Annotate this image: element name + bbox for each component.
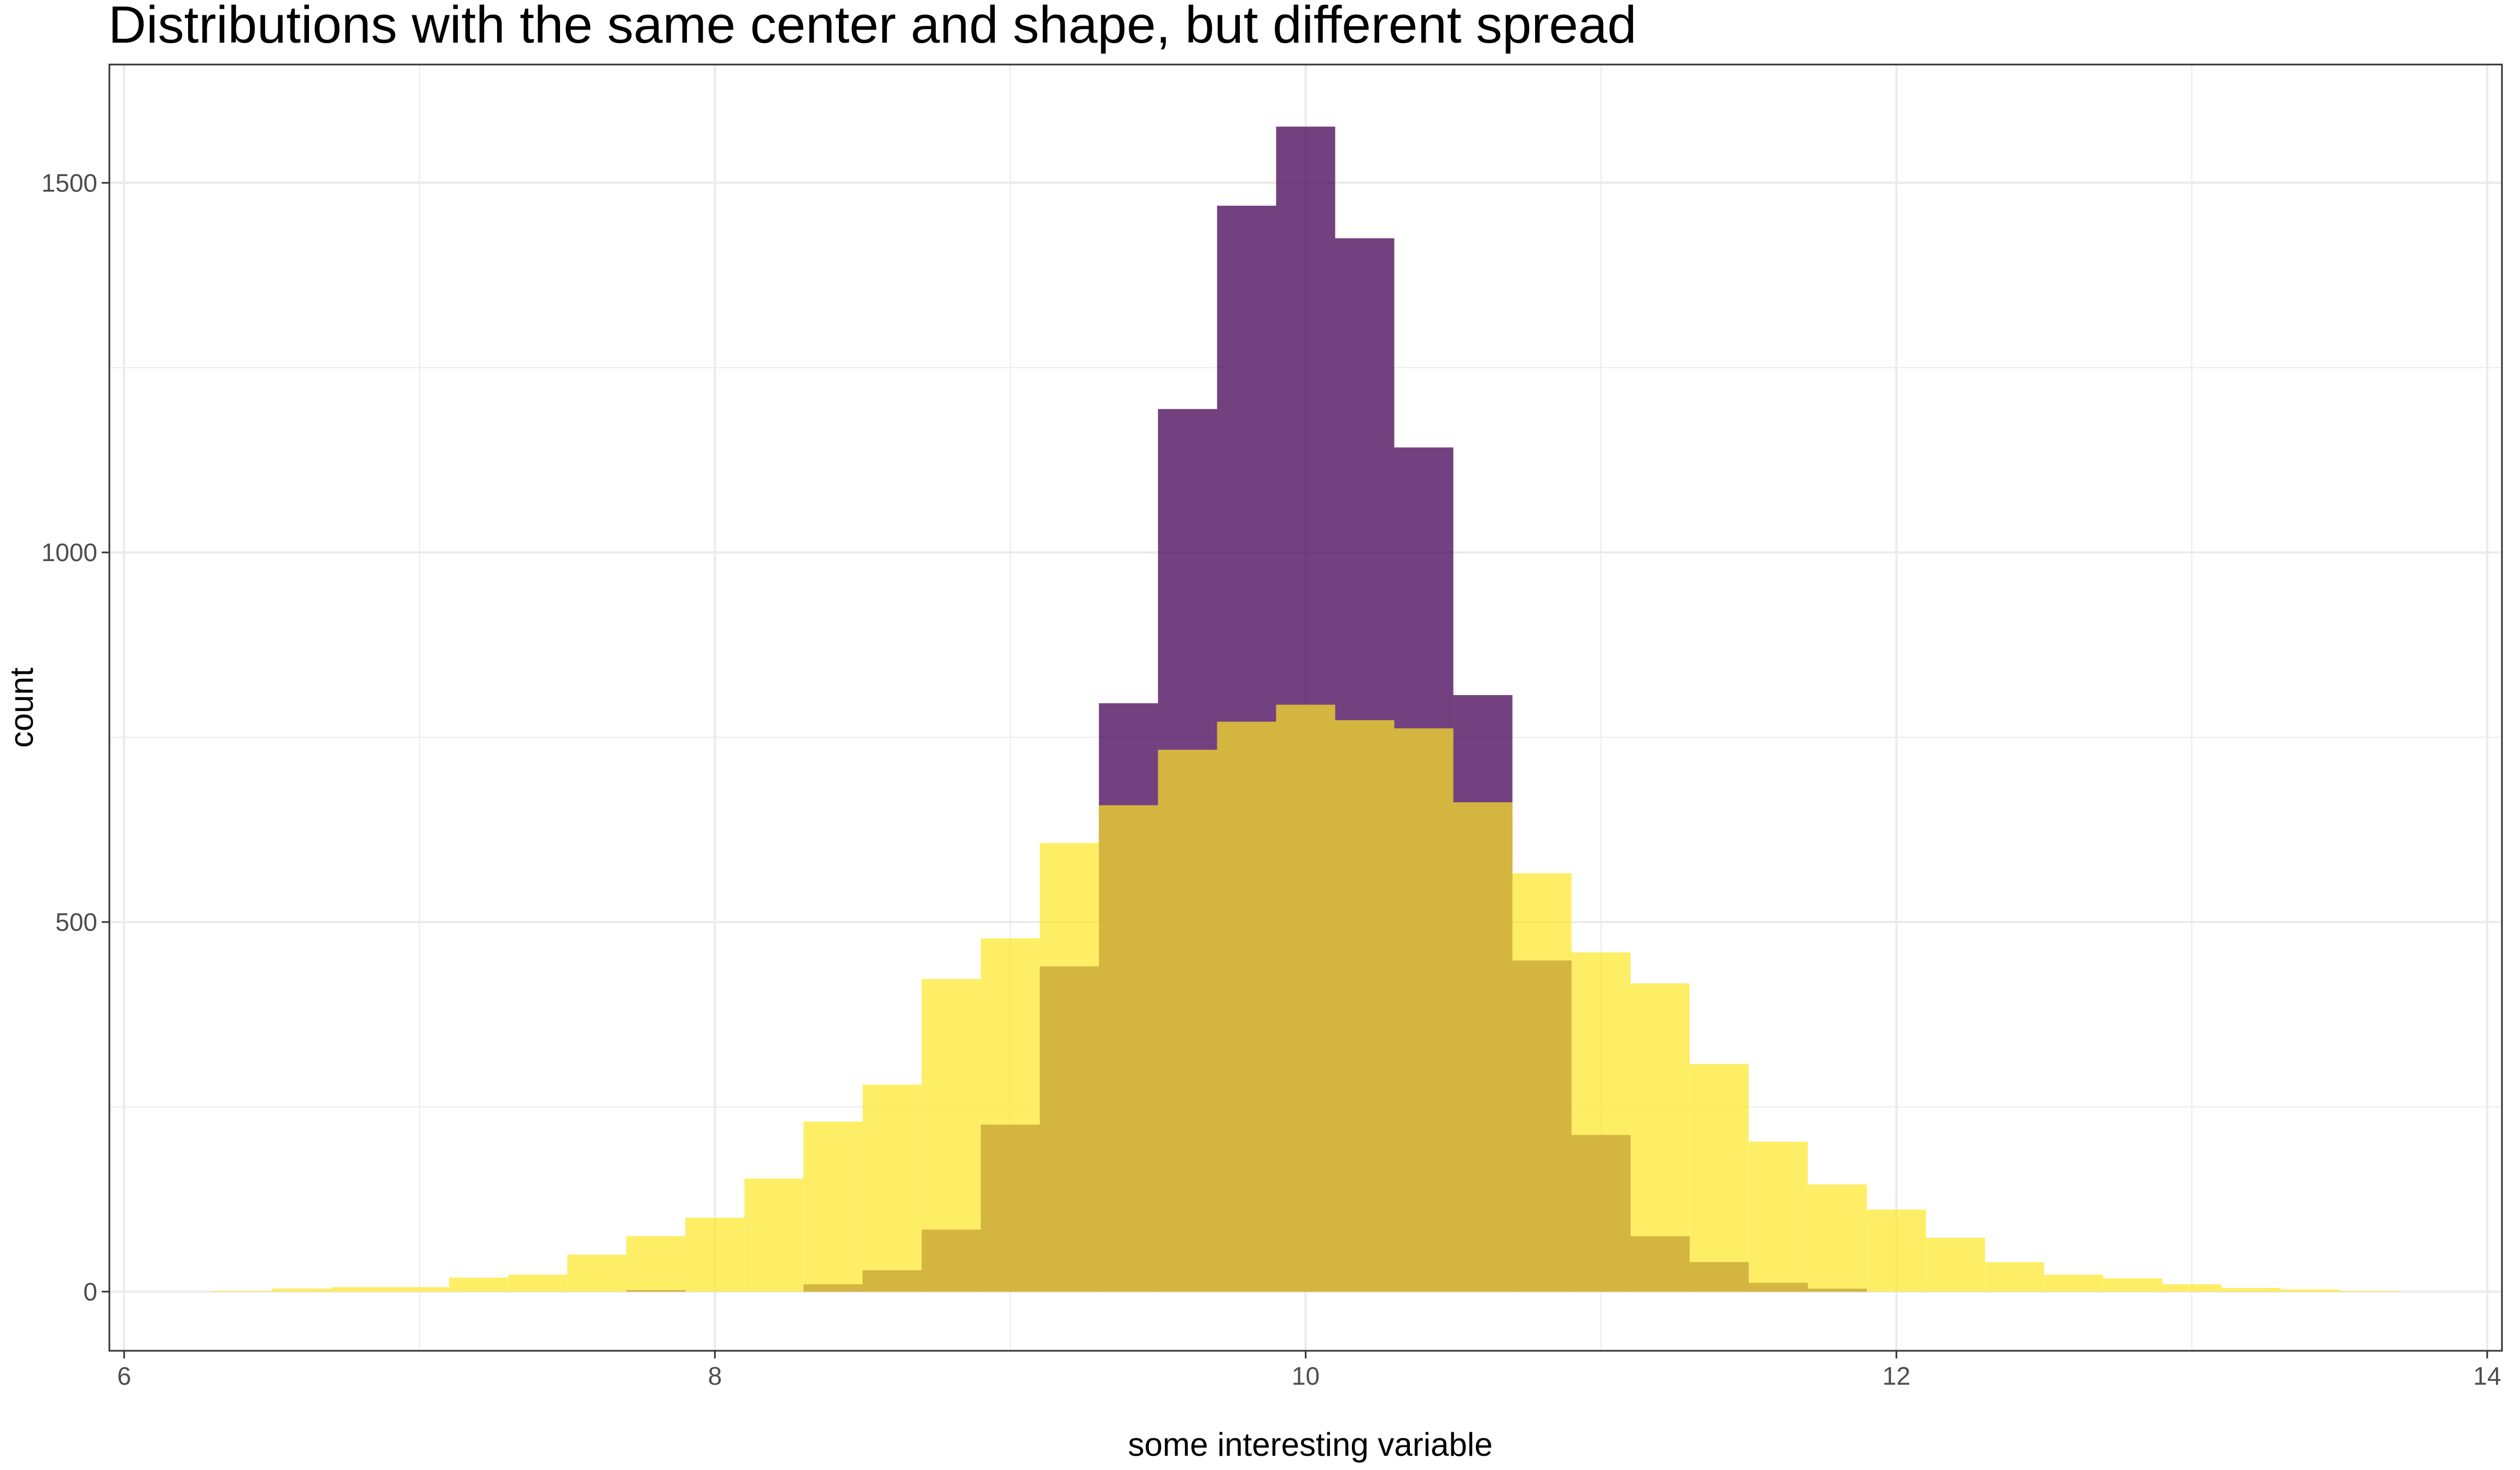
bar-wide [1040, 843, 1099, 1292]
bar-wide [272, 1288, 331, 1292]
x-axis-label: some interesting variable [1128, 1426, 1492, 1463]
bar-wide [1748, 1141, 1808, 1292]
bar-wide [390, 1287, 450, 1292]
bar-wide [981, 938, 1040, 1292]
y-axis: 0 500 1000 1500 [42, 168, 109, 1306]
bar-wide [2280, 1289, 2340, 1292]
x-tick-label: 6 [117, 1362, 131, 1390]
chart-title: Distributions with the same center and s… [108, 0, 1637, 54]
bar-wide [1453, 802, 1513, 1292]
bar-wide [1099, 805, 1158, 1292]
y-tick-label: 0 [83, 1278, 97, 1306]
bar-wide [1571, 952, 1631, 1292]
bar-wide [803, 1121, 863, 1292]
bar-wide [1866, 1209, 1926, 1292]
bar-wide [449, 1278, 509, 1292]
bar-wide [1807, 1184, 1867, 1292]
y-tick-label: 500 [55, 908, 97, 936]
x-tick-label: 12 [1882, 1362, 1910, 1390]
bar-wide [2221, 1288, 2280, 1292]
bar-wide [744, 1179, 804, 1292]
bar-wide [1512, 873, 1572, 1292]
bar-wide [1158, 750, 1217, 1292]
bar-wide [1985, 1262, 2044, 1292]
y-tick-label: 1000 [42, 538, 97, 567]
bar-wide [2339, 1291, 2399, 1292]
x-tick-label: 14 [2473, 1362, 2501, 1390]
bar-wide [862, 1084, 922, 1292]
bars [213, 126, 2399, 1292]
bar-wide [331, 1287, 390, 1292]
y-axis-label: count [3, 667, 40, 748]
bar-wide [1276, 704, 1335, 1292]
x-tick-label: 8 [708, 1362, 722, 1390]
bar-wide [213, 1291, 272, 1292]
bar-wide [567, 1255, 627, 1292]
y-tick-label: 1500 [42, 168, 97, 197]
bar-wide [1394, 728, 1454, 1292]
bar-wide [2044, 1274, 2103, 1292]
bar-wide [508, 1274, 568, 1292]
bar-wide [626, 1236, 686, 1292]
x-axis: 6 8 10 12 14 [117, 1351, 2501, 1390]
bar-wide [1926, 1238, 1985, 1292]
bar-wide [1689, 1064, 1749, 1292]
bar-wide [1630, 983, 1690, 1292]
bar-wide [2103, 1278, 2162, 1292]
bar-wide [1217, 721, 1276, 1292]
bar-wide [1335, 720, 1395, 1292]
bar-wide [685, 1217, 745, 1292]
bar-wide [921, 979, 981, 1292]
bar-wide [2162, 1284, 2221, 1292]
x-tick-label: 10 [1292, 1362, 1320, 1390]
